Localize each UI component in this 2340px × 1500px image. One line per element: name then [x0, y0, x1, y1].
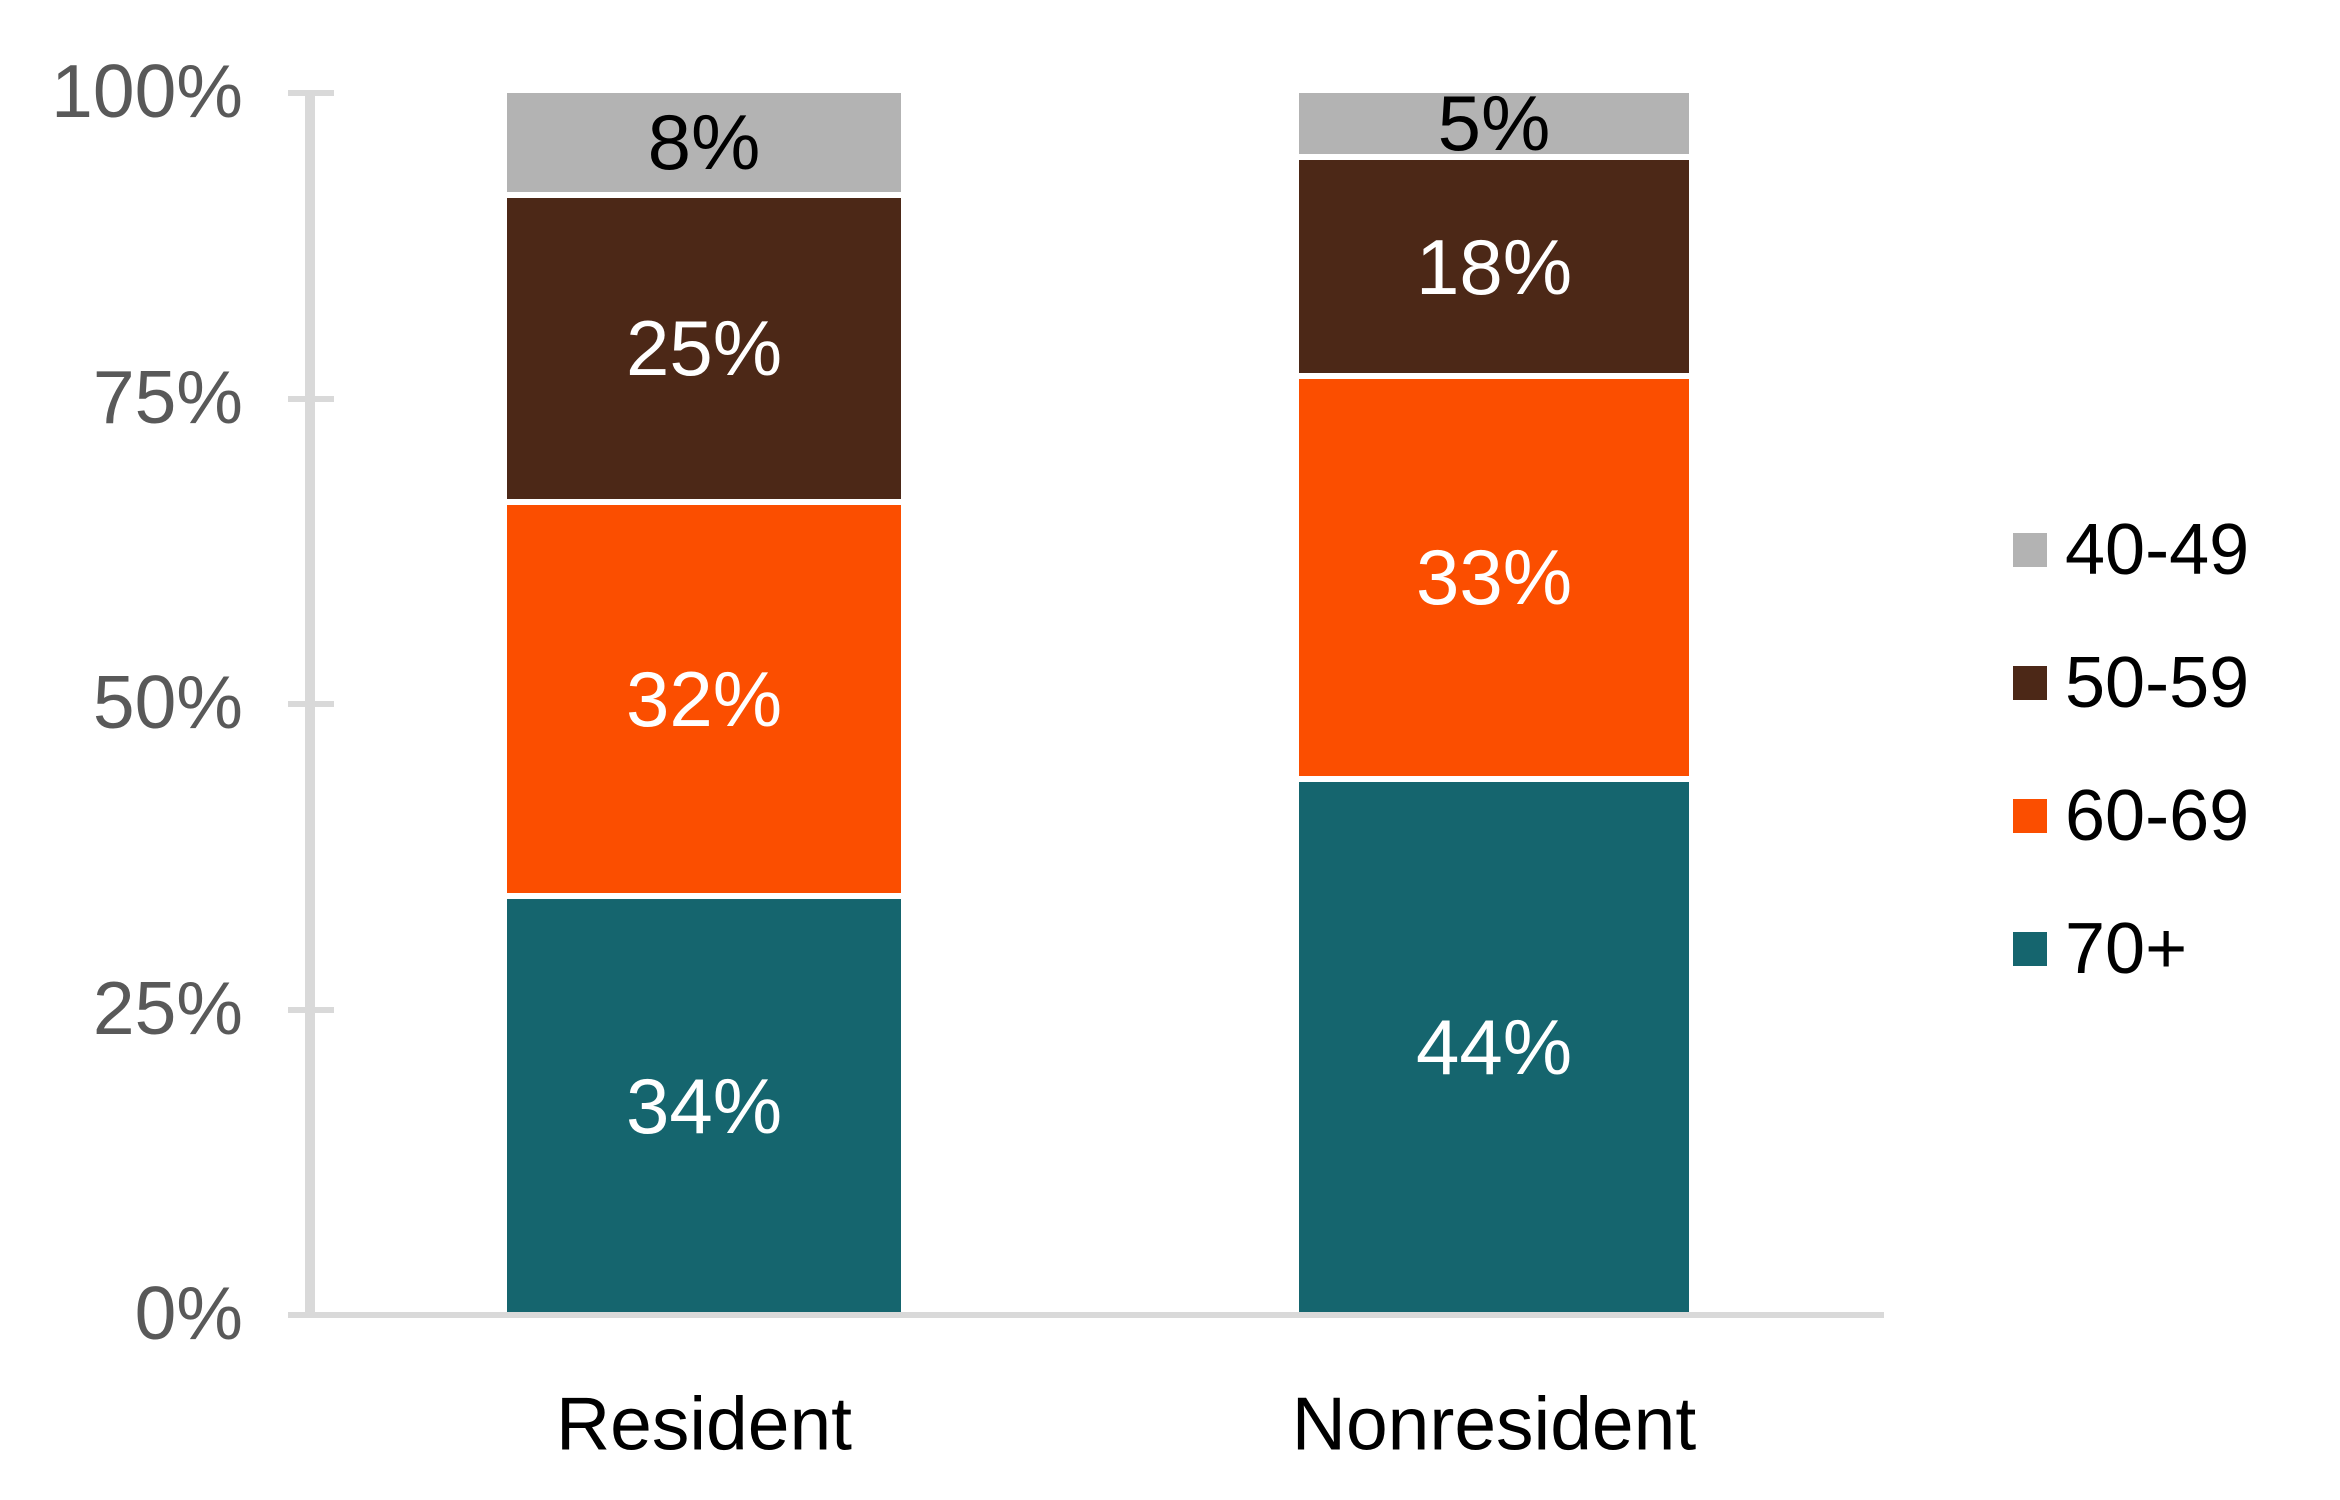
bar-segment-nonresident-70: 44%	[1299, 775, 1689, 1312]
y-tick-50pct	[288, 701, 334, 707]
bar-segment-nonresident-60-69: 33%	[1299, 373, 1689, 776]
legend-label: 40-49	[2065, 510, 2250, 590]
y-tick-100pct	[288, 90, 334, 96]
y-tick-0pct	[288, 1312, 334, 1318]
bar-segment-label: 32%	[625, 655, 783, 744]
legend-swatch-70	[2013, 932, 2047, 966]
bar-segment-resident-40-49: 8%	[507, 93, 901, 192]
bar-segment-label: 25%	[625, 304, 783, 393]
legend-item-60-69: 60-69	[2013, 780, 2249, 852]
legend-item-70: 70+	[2013, 913, 2187, 985]
legend-item-50-59: 50-59	[2013, 647, 2249, 719]
bar-segment-resident-60-69: 32%	[507, 499, 901, 894]
category-label-resident: Resident	[555, 1381, 853, 1466]
bar-segment-label: 8%	[647, 98, 761, 187]
bar-resident: 8% 25% 32% 34%	[507, 93, 901, 1312]
bar-segment-label: 18%	[1415, 222, 1573, 311]
y-tick-label-0pct: 0%	[134, 1271, 243, 1355]
bar-segment-label: 33%	[1415, 533, 1573, 622]
y-tick-75pct	[288, 395, 334, 402]
bar-segment-resident-50-59: 25%	[507, 191, 901, 500]
y-tick-25pct	[288, 1006, 334, 1013]
category-label-nonresident: Nonresident	[1291, 1381, 1697, 1466]
legend-item-40-49: 40-49	[2013, 514, 2249, 586]
y-tick-label-50pct: 50%	[92, 660, 243, 744]
x-axis-baseline	[305, 1312, 1884, 1318]
bar-segment-nonresident-50-59: 18%	[1299, 153, 1689, 374]
y-tick-label-100pct: 100%	[51, 49, 243, 133]
legend-label: 60-69	[2065, 776, 2250, 856]
y-tick-label-75pct: 75%	[92, 354, 243, 439]
bar-segment-label: 5%	[1437, 79, 1551, 168]
bar-segment-label: 34%	[625, 1061, 783, 1150]
legend-label: 70+	[2065, 909, 2188, 989]
legend-swatch-40-49	[2013, 533, 2047, 567]
legend-swatch-60-69	[2013, 799, 2047, 833]
bar-segment-nonresident-40-49: 5%	[1299, 84, 1689, 162]
bar-segment-label: 44%	[1415, 1002, 1573, 1091]
bar-nonresident: 5% 18% 33% 44%	[1299, 84, 1689, 1312]
y-tick-label-25pct: 25%	[92, 965, 243, 1050]
bar-segment-resident-70: 34%	[507, 893, 901, 1312]
legend-swatch-50-59	[2013, 666, 2047, 700]
legend-label: 50-59	[2065, 643, 2250, 723]
